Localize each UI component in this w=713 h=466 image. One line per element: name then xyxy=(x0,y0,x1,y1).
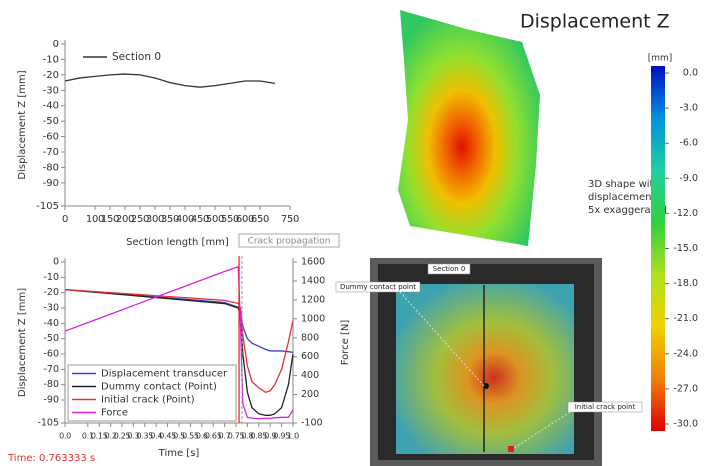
y-tick-label: -30 xyxy=(43,85,59,96)
time-label: Time: 0.763333 s xyxy=(7,453,95,464)
x-tick-label: 0 xyxy=(62,214,68,225)
series-line xyxy=(65,74,275,87)
y-tick-label: 0 xyxy=(53,257,59,268)
screen: Displacement Z 3D shape with displacemen… xyxy=(0,0,713,466)
y-tick-label: -10 xyxy=(43,54,59,65)
colorbar-tick-label: -15.0 xyxy=(673,243,698,254)
annotation: Crack propagation xyxy=(248,237,331,247)
y-tick-label: -90 xyxy=(43,178,59,189)
y-axis-label: Displacement Z [mm] xyxy=(17,288,28,397)
point xyxy=(508,446,514,452)
y2-tick-label: 1400 xyxy=(301,275,325,286)
photo-label: Section 0 xyxy=(433,265,466,273)
y2-tick-label: 600 xyxy=(301,351,319,362)
y-tick-label: -60 xyxy=(43,349,59,360)
y-tick-label: -40 xyxy=(43,101,59,112)
y-tick-label: -105 xyxy=(36,201,59,212)
y-tick-label: -80 xyxy=(43,379,59,390)
y2-tick-label: 800 xyxy=(301,332,319,343)
y-tick-label: -70 xyxy=(43,364,59,375)
legend-label: Displacement transducer xyxy=(101,369,228,380)
y-tick-label: -50 xyxy=(43,116,59,127)
y-tick-label: -60 xyxy=(43,132,59,143)
legend-label: Dummy contact (Point) xyxy=(101,382,217,393)
y-tick-label: -30 xyxy=(43,303,59,314)
colorbar xyxy=(651,66,665,431)
legend-label: Initial crack (Point) xyxy=(101,395,195,406)
y2-tick-label: 200 xyxy=(301,389,319,400)
colorbar-tick-label: -18.0 xyxy=(673,278,698,289)
colorbar-tick-label: -12.0 xyxy=(673,208,698,219)
y-tick-label: -20 xyxy=(43,70,59,81)
y-tick-label: 0 xyxy=(53,39,59,50)
y2-tick-label: 1200 xyxy=(301,294,325,305)
y-tick-label: -50 xyxy=(43,333,59,344)
y-tick-label: -40 xyxy=(43,318,59,329)
legend-label: Force xyxy=(101,408,128,419)
x-axis-label: Section length [mm] xyxy=(126,237,229,248)
x-axis-label: Time [s] xyxy=(158,448,200,459)
x-tick-label: 1.0 xyxy=(287,432,299,441)
y2-axis-label: Force [N] xyxy=(340,320,351,366)
photo-overlay xyxy=(396,284,574,454)
colorbar-tick-label: -9.0 xyxy=(679,173,698,184)
y-tick-label: -10 xyxy=(43,272,59,283)
y-tick-label: -90 xyxy=(43,395,59,406)
x-tick-label: 750 xyxy=(281,214,299,225)
y-tick-label: -70 xyxy=(43,147,59,158)
colorbar-tick-label: -27.0 xyxy=(673,383,698,394)
colorbar-tick-label: -3.0 xyxy=(679,103,698,114)
x-tick-label: 0.0 xyxy=(59,432,71,441)
y2-tick-label: -100 xyxy=(301,418,323,429)
colorbar-unit: [mm] xyxy=(648,54,673,64)
colorbar-tick-label: -30.0 xyxy=(673,419,698,430)
y-tick-label: -80 xyxy=(43,162,59,173)
photo-label: Initial crack point xyxy=(575,403,636,411)
note-line: 3D shape with xyxy=(588,179,660,190)
y-tick-label: -20 xyxy=(43,287,59,298)
y2-tick-label: 400 xyxy=(301,370,319,381)
colorbar-tick-label: -6.0 xyxy=(679,138,698,149)
y-axis-label: Displacement Z [mm] xyxy=(17,70,28,179)
note-line: displacements xyxy=(588,192,661,203)
y2-tick-label: 1600 xyxy=(301,257,325,268)
colorbar-tick-label: 0.0 xyxy=(683,68,698,79)
colorbar-tick-label: -24.0 xyxy=(673,348,698,359)
y2-tick-label: 1000 xyxy=(301,313,325,324)
x-tick-label: 650 xyxy=(251,214,269,225)
3d-shape xyxy=(398,10,540,246)
photo-label: Dummy contact point xyxy=(340,283,416,291)
legend-label: Section 0 xyxy=(112,51,161,63)
view-title: Displacement Z xyxy=(520,11,670,33)
colorbar-tick-label: -21.0 xyxy=(673,313,698,324)
y-tick-label: -105 xyxy=(37,418,59,429)
